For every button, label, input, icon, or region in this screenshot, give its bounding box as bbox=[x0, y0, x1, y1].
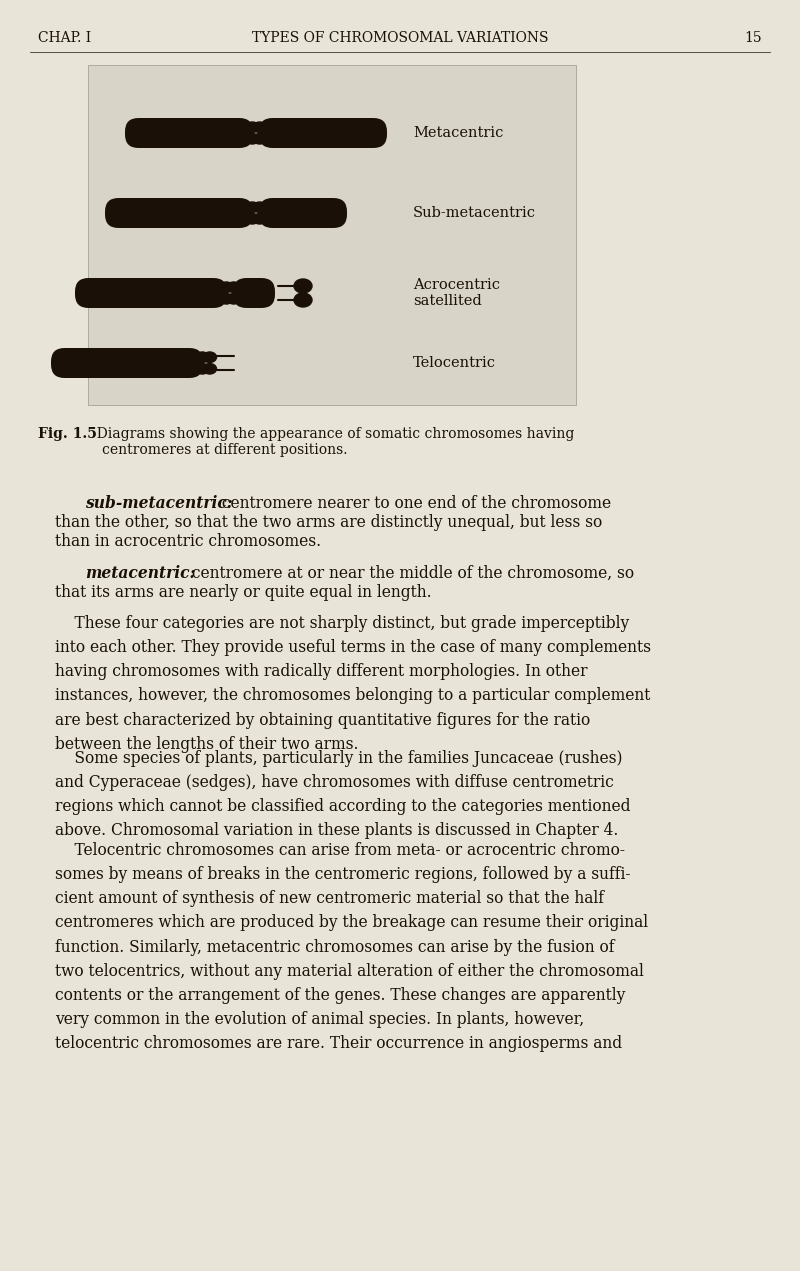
Text: metacentric:: metacentric: bbox=[85, 566, 195, 582]
FancyBboxPatch shape bbox=[233, 278, 275, 308]
Text: Diagrams showing the appearance of somatic chromosomes having: Diagrams showing the appearance of somat… bbox=[88, 427, 574, 441]
Text: 15: 15 bbox=[744, 31, 762, 44]
Text: centromere at or near the middle of the chromosome, so: centromere at or near the middle of the … bbox=[187, 566, 634, 582]
Ellipse shape bbox=[246, 122, 259, 132]
Ellipse shape bbox=[219, 282, 233, 292]
Text: Sub-metacentric: Sub-metacentric bbox=[413, 206, 536, 220]
FancyBboxPatch shape bbox=[125, 118, 253, 147]
Text: that its arms are nearly or quite equal in length.: that its arms are nearly or quite equal … bbox=[55, 583, 432, 601]
Ellipse shape bbox=[253, 133, 266, 144]
Ellipse shape bbox=[219, 294, 233, 304]
Text: sub-metacentric:: sub-metacentric: bbox=[85, 494, 233, 512]
Ellipse shape bbox=[203, 364, 217, 374]
Ellipse shape bbox=[195, 352, 209, 362]
Text: Acrocentric
satellited: Acrocentric satellited bbox=[413, 278, 500, 308]
Text: centromere nearer to one end of the chromosome: centromere nearer to one end of the chro… bbox=[217, 494, 611, 512]
Ellipse shape bbox=[227, 282, 241, 292]
Text: These four categories are not sharply distinct, but grade imperceptibly
into eac: These four categories are not sharply di… bbox=[55, 615, 651, 752]
Text: Telocentric: Telocentric bbox=[413, 356, 496, 370]
FancyBboxPatch shape bbox=[259, 198, 347, 228]
Ellipse shape bbox=[253, 202, 266, 212]
Text: CHAP. I: CHAP. I bbox=[38, 31, 91, 44]
FancyBboxPatch shape bbox=[259, 118, 387, 147]
Text: Telocentric chromosomes can arise from meta- or acrocentric chromo-
somes by mea: Telocentric chromosomes can arise from m… bbox=[55, 841, 648, 1052]
Ellipse shape bbox=[195, 364, 209, 374]
Text: TYPES OF CHROMOSOMAL VARIATIONS: TYPES OF CHROMOSOMAL VARIATIONS bbox=[252, 31, 548, 44]
Ellipse shape bbox=[253, 214, 266, 224]
Text: Some species of plants, particularly in the families Juncaceae (rushes)
and Cype: Some species of plants, particularly in … bbox=[55, 750, 630, 839]
Text: centromeres at different positions.: centromeres at different positions. bbox=[102, 444, 347, 458]
Text: than the other, so that the two arms are distinctly unequal, but less so: than the other, so that the two arms are… bbox=[55, 513, 602, 531]
FancyBboxPatch shape bbox=[105, 198, 253, 228]
Ellipse shape bbox=[246, 202, 259, 212]
Ellipse shape bbox=[246, 133, 259, 144]
FancyBboxPatch shape bbox=[51, 348, 203, 377]
Ellipse shape bbox=[203, 352, 217, 362]
FancyBboxPatch shape bbox=[75, 278, 227, 308]
Ellipse shape bbox=[294, 280, 312, 294]
Ellipse shape bbox=[253, 122, 266, 132]
Ellipse shape bbox=[246, 214, 259, 224]
Text: Fig. 1.5: Fig. 1.5 bbox=[38, 427, 97, 441]
FancyBboxPatch shape bbox=[88, 65, 576, 405]
Ellipse shape bbox=[227, 294, 241, 304]
Text: Metacentric: Metacentric bbox=[413, 126, 503, 140]
Text: than in acrocentric chromosomes.: than in acrocentric chromosomes. bbox=[55, 533, 321, 550]
Ellipse shape bbox=[294, 294, 312, 308]
